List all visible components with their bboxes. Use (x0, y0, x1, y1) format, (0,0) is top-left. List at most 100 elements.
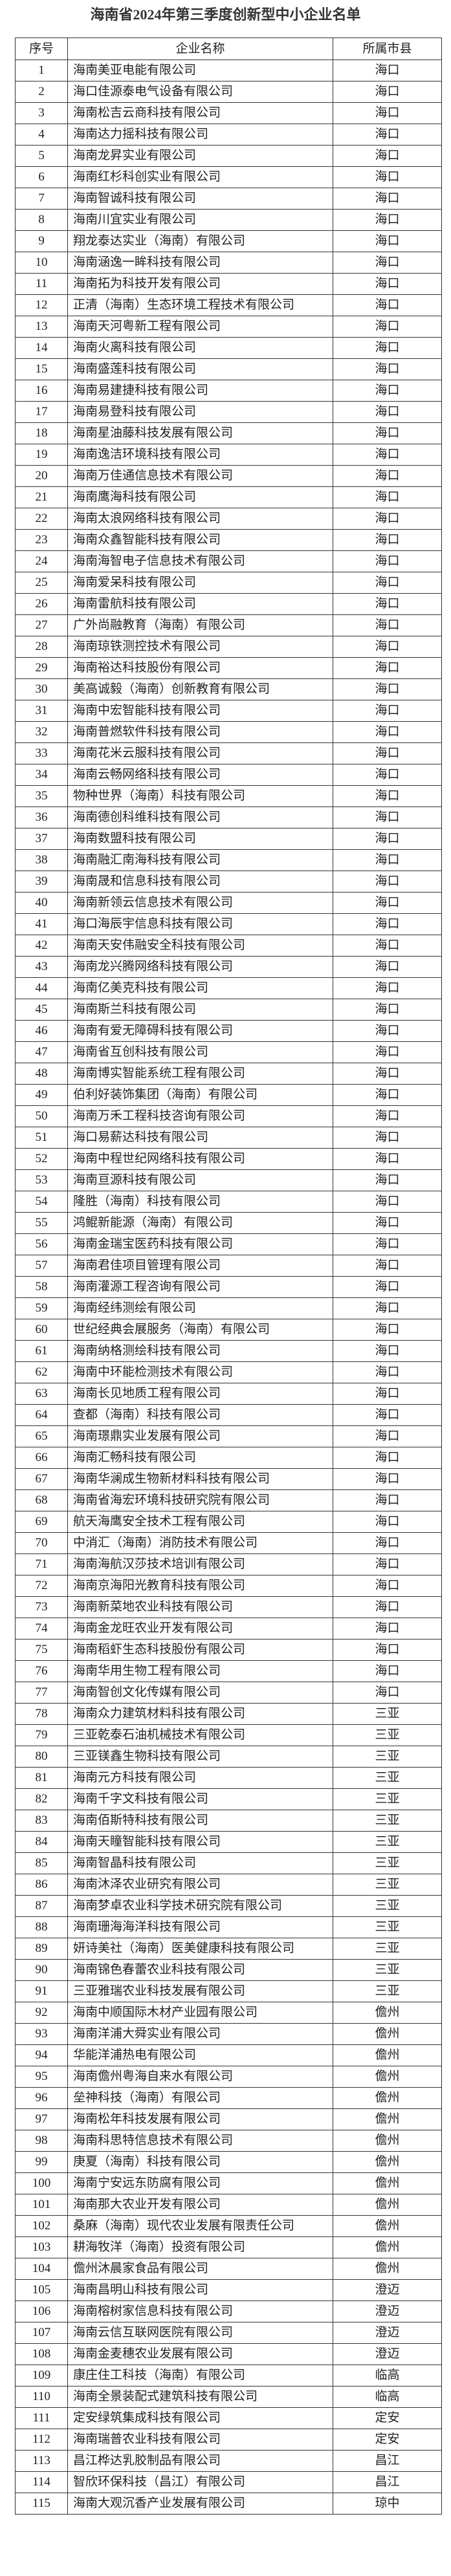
table-row: 61 海南纳格测绘科技有限公司 海口 (15, 1340, 442, 1362)
company-name: 昌江桦达乳胶制品有限公司 (67, 2450, 333, 2472)
company-name: 海南普燃软件科技有限公司 (67, 721, 333, 743)
company-name: 海南数盟科技有限公司 (67, 828, 333, 850)
table-row: 52 海南中程世纪网络科技有限公司 海口 (15, 1148, 442, 1170)
table-row: 25 海南爱呆科技有限公司 海口 (15, 572, 442, 594)
city-county: 海口 (333, 1511, 442, 1533)
table-row: 27 广外尚融教育（海南）有限公司 海口 (15, 614, 442, 636)
company-name: 海南有爱无障碍科技有限公司 (67, 1020, 333, 1042)
company-name: 海南海航汉莎技术培训有限公司 (67, 1553, 333, 1575)
company-name: 海南元方科技有限公司 (67, 1767, 333, 1789)
company-name: 三亚镁鑫生物科技有限公司 (67, 1746, 333, 1768)
company-name: 广外尚融教育（海南）有限公司 (67, 614, 333, 636)
company-name: 海南金瑞宝医药科技有限公司 (67, 1233, 333, 1255)
company-name: 海南琼铁测控技术有限公司 (67, 636, 333, 658)
table-row: 86 海南沐泽农业研究有限公司 三亚 (15, 1874, 442, 1896)
company-name: 海南龙兴腾网络科技有限公司 (67, 956, 333, 978)
city-county: 海口 (333, 721, 442, 743)
city-county: 海口 (333, 294, 442, 316)
company-name: 海南众鑫智能科技有限公司 (67, 529, 333, 551)
table-row: 5 海南龙昇实业有限公司 海口 (15, 145, 442, 167)
table-row: 99 庚夏（海南）科技有限公司 儋州 (15, 2151, 442, 2173)
table-row: 58 海南灌源工程咨询有限公司 海口 (15, 1276, 442, 1298)
city-county: 海口 (333, 892, 442, 914)
company-name: 鸿鲲新能源（海南）有限公司 (67, 1212, 333, 1234)
city-county: 海口 (333, 1575, 442, 1597)
company-name: 海南易建捷科技有限公司 (67, 380, 333, 402)
table-row: 74 海南金龙旺农业开发有限公司 海口 (15, 1618, 442, 1640)
table-row: 43 海南龙兴腾网络科技有限公司 海口 (15, 956, 442, 978)
city-county: 儋州 (333, 2087, 442, 2109)
city-county: 海口 (333, 1127, 442, 1149)
table-row: 110 海南全景装配式建筑科技有限公司 临高 (15, 2386, 442, 2408)
city-county: 昌江 (333, 2471, 442, 2493)
row-number: 25 (15, 572, 68, 594)
row-number: 61 (15, 1340, 68, 1362)
row-number: 16 (15, 380, 68, 402)
city-county: 琼中 (333, 2493, 442, 2515)
city-county: 海口 (333, 999, 442, 1021)
row-number: 33 (15, 742, 68, 764)
table-row: 45 海南斯兰科技有限公司 海口 (15, 999, 442, 1021)
table-row: 75 海南稻虾生态科技股份有限公司 海口 (15, 1639, 442, 1661)
city-county: 三亚 (333, 1980, 442, 2002)
city-county: 海口 (333, 550, 442, 572)
row-number: 2 (15, 81, 68, 103)
row-number: 79 (15, 1724, 68, 1746)
row-number: 105 (15, 2279, 68, 2301)
company-name: 海南儋州粤海自来水有限公司 (67, 2066, 333, 2088)
company-name: 海南万佳通信息技术有限公司 (67, 465, 333, 487)
company-name: 海南雷航科技有限公司 (67, 593, 333, 615)
table-row: 94 华能洋浦热电有限公司 儋州 (15, 2044, 442, 2066)
table-row: 28 海南琼铁测控技术有限公司 海口 (15, 636, 442, 658)
city-county: 海口 (333, 1447, 442, 1469)
company-name: 海南涵逸一眸科技有限公司 (67, 252, 333, 274)
table-row: 87 海南梦卓农业科学技术研究院有限公司 三亚 (15, 1895, 442, 1917)
row-number: 13 (15, 316, 68, 338)
row-number: 20 (15, 465, 68, 487)
city-county: 海口 (333, 444, 442, 466)
row-number: 89 (15, 1938, 68, 1960)
row-number: 29 (15, 657, 68, 679)
row-number: 85 (15, 1852, 68, 1874)
row-number: 53 (15, 1169, 68, 1191)
row-number: 4 (15, 124, 68, 146)
company-name: 海南裕达科技股份有限公司 (67, 657, 333, 679)
city-county: 三亚 (333, 1831, 442, 1853)
city-county: 海口 (333, 1553, 442, 1575)
table-row: 4 海南达力摇科技有限公司 海口 (15, 124, 442, 146)
city-county: 海口 (333, 1660, 442, 1682)
row-number: 3 (15, 102, 68, 124)
table-row: 29 海南裕达科技股份有限公司 海口 (15, 657, 442, 679)
company-name: 海南太浪网络科技有限公司 (67, 508, 333, 530)
city-county: 三亚 (333, 1746, 442, 1768)
company-name: 海南宁安远东防腐有限公司 (67, 2172, 333, 2194)
company-name: 海南华用生物工程有限公司 (67, 1660, 333, 1682)
city-county: 澄迈 (333, 2343, 442, 2365)
table-row: 20 海南万佳通信息技术有限公司 海口 (15, 465, 442, 487)
header-no: 序号 (15, 38, 68, 60)
company-name: 妍诗美社（海南）医美健康科技有限公司 (67, 1938, 333, 1960)
city-county: 海口 (333, 486, 442, 508)
table-row: 33 海南花米云服科技有限公司 海口 (15, 742, 442, 764)
city-county: 儋州 (333, 2151, 442, 2173)
company-name: 海南金麦穗农业发展有限公司 (67, 2343, 333, 2365)
row-number: 44 (15, 977, 68, 999)
company-name: 海南天瞳智能科技有限公司 (67, 1831, 333, 1853)
city-county: 海口 (333, 188, 442, 210)
city-county: 三亚 (333, 1703, 442, 1725)
table-row: 66 海南汇畅科技有限公司 海口 (15, 1447, 442, 1469)
city-county: 海口 (333, 166, 442, 188)
city-county: 海口 (333, 1063, 442, 1085)
company-name: 海南君佳项目管理有限公司 (67, 1255, 333, 1277)
table-row: 22 海南太浪网络科技有限公司 海口 (15, 508, 442, 530)
table-row: 88 海南珊海海洋科技有限公司 三亚 (15, 1916, 442, 1938)
row-number: 14 (15, 337, 68, 359)
company-name: 海南新菜地农业科技有限公司 (67, 1596, 333, 1618)
row-number: 11 (15, 273, 68, 295)
city-county: 海口 (333, 401, 442, 423)
company-name: 海南鹰海科技有限公司 (67, 486, 333, 508)
row-number: 9 (15, 230, 68, 252)
company-name: 海南千字文科技有限公司 (67, 1788, 333, 1810)
city-county: 三亚 (333, 1916, 442, 1938)
city-county: 海口 (333, 1618, 442, 1640)
